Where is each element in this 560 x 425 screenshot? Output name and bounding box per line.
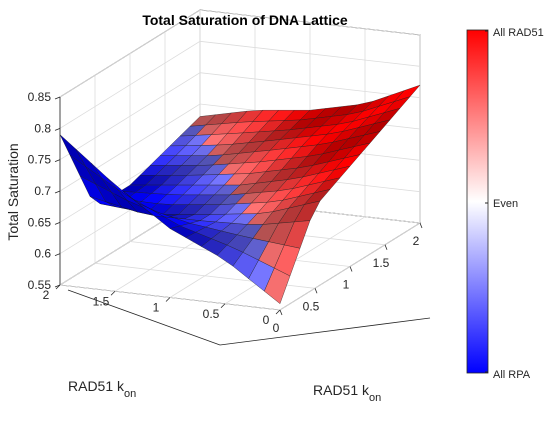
x-tick [349,266,353,272]
z-axis-label: Total Saturation [5,143,21,240]
y-tick-label: 1.5 [93,294,110,308]
z-tick [54,221,61,225]
y-tick [110,290,116,296]
colorbar-label-mid: Even [493,198,518,210]
z-tick-label: 0.8 [34,121,51,135]
y-tick-label: 0 [263,313,270,327]
y-axis-label: RAD51 kon [68,378,136,400]
y-tick [275,309,281,315]
z-tick [54,159,61,163]
tick-marks: 0.55 0.6 0.65 0.7 0.75 0.8 0.85 0 0.5 1 1.5 2 0 0.5 1 1… [28,90,423,335]
x-axis-label-sub: on [369,392,381,404]
colorbar-label-bot: All RPA [493,369,531,381]
y-tick-label: 1 [153,301,160,315]
z-tick-label: 0.85 [28,90,52,104]
y-axis-line [67,289,221,346]
z-tick [54,96,61,100]
x-tick [314,288,318,294]
colorbar-label-top: All RAD51 [493,27,544,39]
surface-mesh [59,84,421,304]
x-tick [384,244,388,250]
z-tick-label: 0.75 [28,153,52,167]
y-tick [165,297,171,302]
x-tick [279,309,283,316]
colorbar: All RAD51 Even All RPA [466,27,544,381]
x-tick-label: 0 [273,321,280,335]
x-tick [419,222,423,229]
x-tick-label: 0.5 [303,299,320,313]
y-axis-label-sub: on [124,388,136,400]
x-tick-label: 2 [413,234,420,248]
x-axis-label: RAD51 kon [313,382,381,404]
y-tick-label: 0.5 [203,307,220,321]
x-axis-line [219,317,431,346]
x-tick-label: 1 [343,278,350,292]
y-tick [220,303,226,309]
surface-facet [264,267,291,304]
x-axis-label-main: RAD51 k [313,382,370,398]
y-tick [55,284,61,290]
x-tick-label: 1.5 [373,256,390,270]
z-tick-label: 0.6 [34,247,51,261]
z-tick-label: 0.55 [28,278,52,292]
z-tick-label: 0.7 [34,184,51,198]
colorbar-gradient [466,29,489,374]
z-tick-label: 0.65 [28,215,52,229]
chart-title: Total Saturation of DNA Lattice [142,12,348,28]
z-tick [54,190,61,194]
y-axis-label-main: RAD51 k [68,378,125,394]
z-tick [54,127,61,131]
y-tick-label: 2 [43,288,50,302]
z-tick [54,253,61,257]
